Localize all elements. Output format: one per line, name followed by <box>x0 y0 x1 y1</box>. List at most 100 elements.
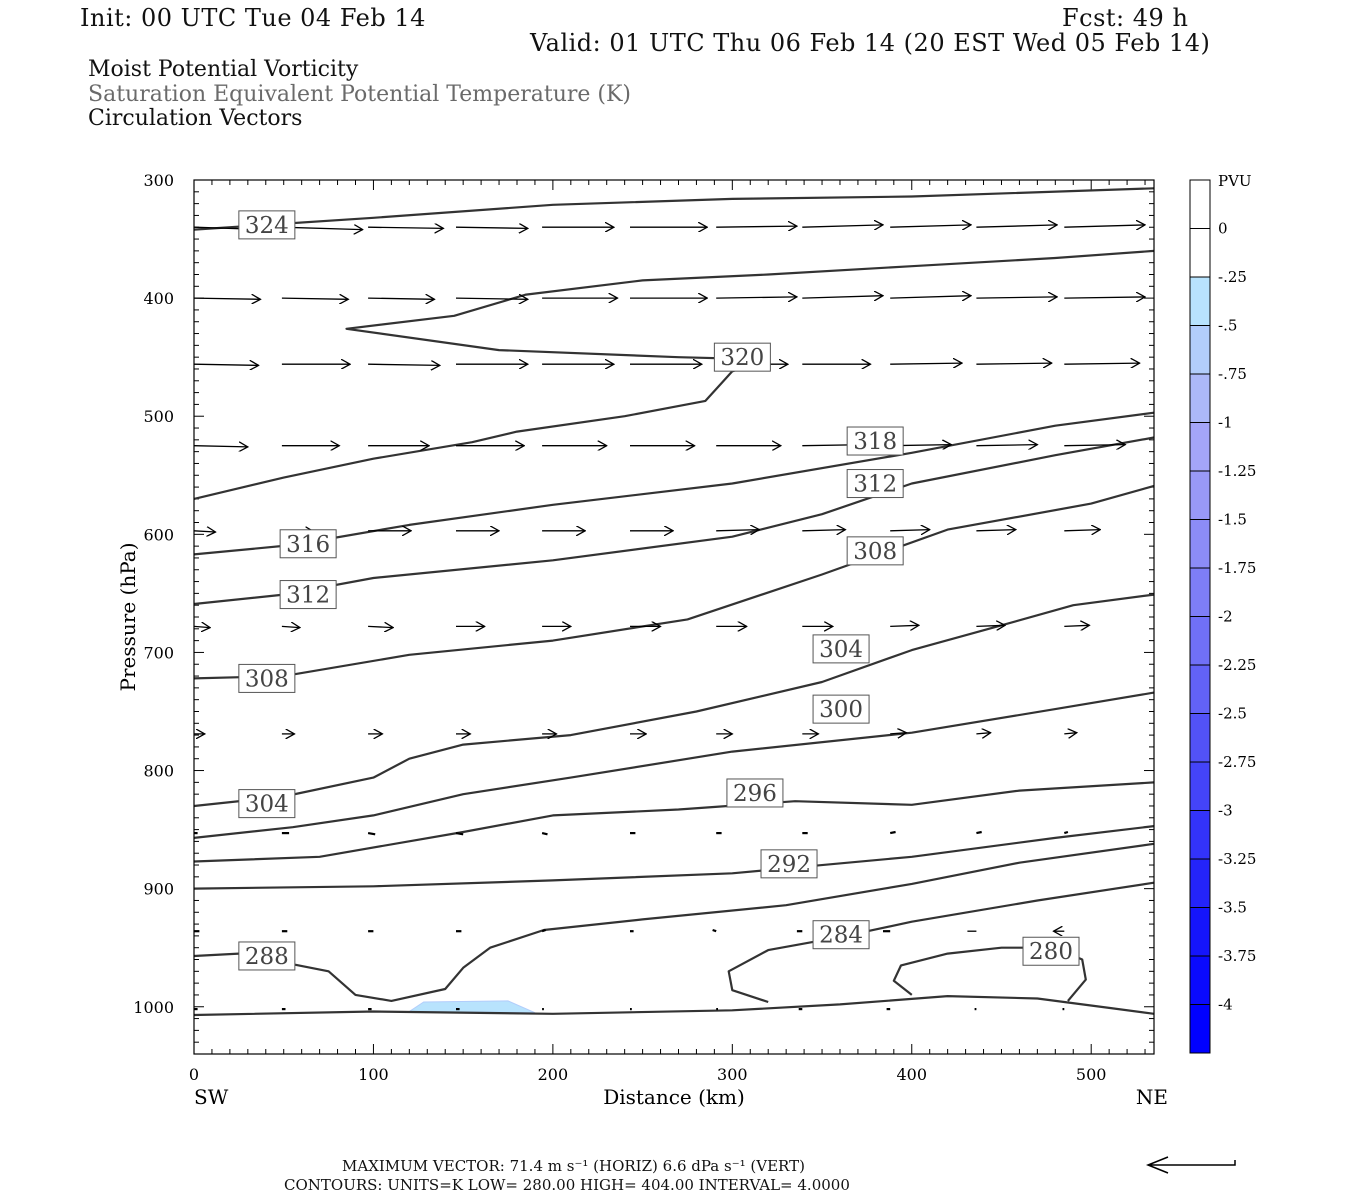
contour-bottom <box>193 995 1155 1017</box>
circulation-vector <box>976 530 1015 531</box>
mpv-shading <box>407 1000 536 1014</box>
contour-320 <box>193 249 1155 500</box>
circulation-vector <box>976 297 1057 298</box>
colorbar-label: -3.5 <box>1218 899 1247 917</box>
title-theta-es: Saturation Equivalent Potential Temperat… <box>88 82 631 107</box>
title-vectors: Circulation Vectors <box>88 106 303 131</box>
circulation-vector <box>541 832 548 836</box>
circulation-vector <box>368 626 393 627</box>
colorbar-segment <box>1190 180 1210 229</box>
contour-label: 304 <box>245 792 289 818</box>
y-tick-label: 500 <box>143 407 174 426</box>
circulation-vector <box>368 298 434 299</box>
contour-label: 308 <box>245 666 289 692</box>
colorbar-label: -4 <box>1218 996 1233 1014</box>
circulation-vector <box>193 626 210 627</box>
circulation-vector <box>716 297 797 298</box>
circulation-vector <box>193 364 259 365</box>
y-tick-label: 600 <box>143 525 174 544</box>
contour-312 <box>193 436 1155 606</box>
circulation-vector <box>455 832 464 836</box>
contour-292 <box>193 825 1155 890</box>
colorbar-label: -.5 <box>1218 317 1237 335</box>
x-left-end: SW <box>194 1085 229 1109</box>
contour-label-box <box>760 849 818 879</box>
colorbar-segment <box>1190 1004 1210 1053</box>
contour-label: 284 <box>819 923 863 949</box>
contour-label-box <box>713 342 771 372</box>
contour-label-box <box>1022 936 1080 966</box>
circulation-vector <box>281 626 300 627</box>
y-tick-label: 400 <box>143 289 174 308</box>
colorbar-unit: PVU <box>1218 172 1252 190</box>
contour-label: 316 <box>286 532 330 558</box>
contour-304 <box>193 593 1155 808</box>
circulation-vector <box>455 227 528 228</box>
contour-label-box <box>812 634 870 664</box>
y-tick-label: 800 <box>143 762 174 781</box>
contour-324 <box>193 187 1155 231</box>
circulation-vector <box>193 446 248 447</box>
contour-label-box <box>846 469 904 499</box>
colorbar-segment <box>1190 277 1210 326</box>
circulation-vector <box>1064 363 1139 364</box>
colorbar-segment <box>1190 325 1210 374</box>
colorbar-label: -1.75 <box>1218 559 1256 577</box>
circulation-vector <box>976 733 990 734</box>
colorbar-segment <box>1190 374 1210 423</box>
contour-label: 308 <box>853 539 897 565</box>
circulation-vector <box>1064 625 1089 626</box>
circulation-vector <box>368 227 443 228</box>
x-tick-label: 400 <box>896 1065 927 1084</box>
colorbar-label: -3 <box>1218 802 1233 820</box>
colorbar-segment <box>1190 762 1210 811</box>
contour-280 <box>892 946 1087 1002</box>
colorbar-label: -.75 <box>1218 365 1247 383</box>
contour-label-box <box>846 426 904 456</box>
contour-label-box <box>279 580 337 610</box>
circulation-vector <box>716 530 759 531</box>
contour-label: 296 <box>733 781 777 807</box>
contour-label-box <box>279 529 337 559</box>
circulation-vector <box>455 298 528 299</box>
contour-label: 320 <box>720 345 764 371</box>
colorbar-segment <box>1190 471 1210 520</box>
circulation-vector <box>890 363 962 364</box>
colorbar-label: -2.5 <box>1218 705 1247 723</box>
y-tick-label: 300 <box>143 171 174 190</box>
valid-time: Valid: 01 UTC Thu 06 Feb 14 (20 EST Wed … <box>530 29 1211 57</box>
circulation-vector <box>890 733 906 734</box>
contour-296 <box>193 781 1155 863</box>
circulation-vector <box>193 531 216 532</box>
circulation-vector <box>802 530 845 531</box>
contour-316 <box>193 411 1155 556</box>
x-axis-label: Distance (km) <box>603 1085 745 1109</box>
circulation-vector <box>193 298 260 299</box>
colorbar-segment <box>1190 956 1210 1005</box>
circulation-vector <box>976 225 1057 227</box>
x-tick-label: 100 <box>358 1065 389 1084</box>
x-right-end: NE <box>1136 1085 1168 1109</box>
colorbar-segment <box>1190 713 1210 762</box>
colorbar-segment <box>1190 422 1210 471</box>
contour-288 <box>193 842 1155 1002</box>
circulation-vector <box>367 832 376 836</box>
circulation-vector <box>890 625 919 626</box>
forecast-hour: Fcst: 49 h <box>1062 4 1189 32</box>
colorbar-label: -2 <box>1218 608 1233 626</box>
contour-label: 300 <box>819 697 863 723</box>
colorbar-segment <box>1190 810 1210 859</box>
colorbar-segment <box>1190 859 1210 908</box>
circulation-vector <box>368 364 440 365</box>
y-tick-label: 900 <box>143 880 174 899</box>
circulation-vector <box>1064 445 1125 446</box>
colorbar-segment <box>1190 665 1210 714</box>
circulation-vector <box>1064 225 1145 227</box>
contour-label-box <box>238 789 296 819</box>
contour-label: 312 <box>286 583 330 609</box>
circulation-vector <box>712 928 717 933</box>
contour-label-box <box>726 778 784 808</box>
init-time: Init: 00 UTC Tue 04 Feb 14 <box>80 4 426 32</box>
max-vector-note: MAXIMUM VECTOR: 71.4 m s⁻¹ (HORIZ) 6.6 d… <box>342 1157 805 1175</box>
